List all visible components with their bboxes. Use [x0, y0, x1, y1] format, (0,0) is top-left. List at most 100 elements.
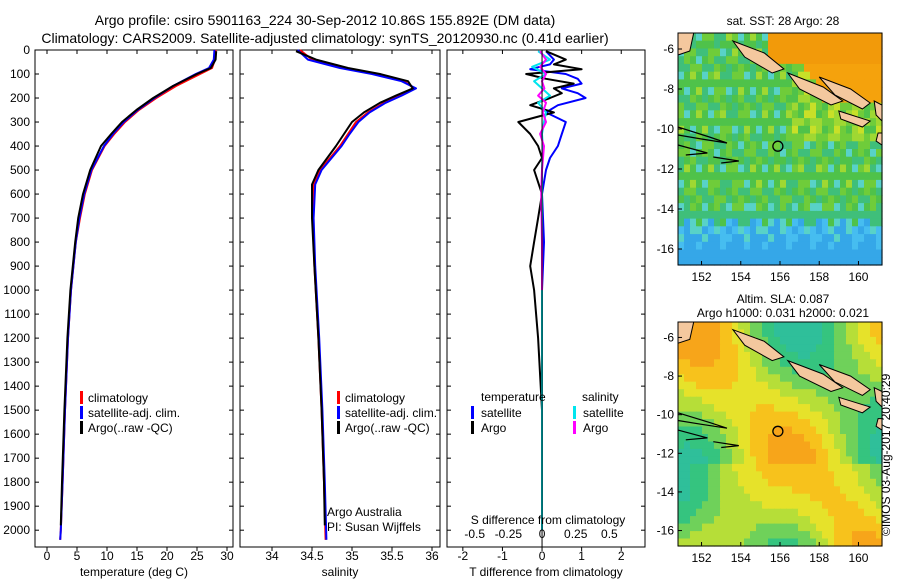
- map-cell: [852, 141, 859, 150]
- map-cell: [840, 344, 847, 353]
- map-cell: [804, 508, 811, 517]
- map-cell: [696, 501, 703, 510]
- map-cell: [780, 329, 787, 338]
- map-cell: [870, 501, 877, 510]
- map-cell: [744, 448, 751, 457]
- map-cell: [852, 234, 859, 243]
- map-cell: [768, 448, 775, 457]
- map-cell: [792, 87, 799, 96]
- map-cell: [732, 195, 739, 204]
- map-cell: [864, 538, 871, 547]
- map-cell: [690, 463, 697, 472]
- map-cell: [852, 79, 859, 88]
- map-cell: [708, 149, 715, 158]
- map-cell: [834, 203, 841, 212]
- map-x-tick-label: 154: [731, 551, 751, 565]
- imos-timestamp: ©IMOS 03-Aug-2017 20:40:29: [879, 373, 893, 536]
- map-cell: [720, 187, 727, 196]
- y-tick-label: 1200: [3, 331, 30, 345]
- map-cell: [756, 329, 763, 338]
- map-cell: [834, 164, 841, 173]
- map-cell: [840, 322, 847, 331]
- map-cell: [744, 195, 751, 204]
- map-cell: [780, 172, 787, 181]
- map-cell: [708, 102, 715, 111]
- map-cell: [678, 381, 685, 390]
- map-cell: [756, 493, 763, 502]
- map-cell: [810, 404, 817, 413]
- map-cell: [774, 241, 781, 251]
- map-cell: [786, 33, 793, 42]
- legend-swatch: [337, 421, 340, 434]
- map-cell: [714, 63, 721, 73]
- y-tick-label: 500: [10, 163, 30, 177]
- map-cell: [864, 359, 871, 368]
- map-cell: [696, 218, 703, 227]
- map-cell: [864, 336, 871, 345]
- map-cell: [768, 381, 775, 390]
- map-cell: [756, 441, 763, 450]
- map-cell: [834, 351, 841, 360]
- map-cell: [768, 79, 775, 88]
- map-cell: [756, 471, 763, 480]
- legend-swatch: [573, 406, 576, 419]
- map-cell: [780, 71, 787, 80]
- map-cell: [828, 226, 835, 235]
- map-cell: [732, 56, 739, 65]
- difference-panel: -2 -1 0 1 2T difference from climatologytemp…: [446, 49, 646, 579]
- map-cell: [690, 493, 697, 502]
- map-cell: [786, 249, 793, 258]
- map-cell: [774, 471, 781, 480]
- map-cell: [786, 234, 793, 243]
- map-cell: [786, 411, 793, 420]
- map-y-tick-label: -10: [657, 408, 675, 422]
- map-cell: [696, 210, 703, 220]
- map-cell: [744, 257, 751, 266]
- y-tick-label: 1900: [3, 499, 30, 513]
- map-cell: [804, 156, 811, 165]
- map-cell: [846, 463, 853, 472]
- map-cell: [678, 508, 685, 517]
- map-cell: [768, 531, 775, 540]
- map-cell: [876, 344, 883, 353]
- map-cell: [696, 203, 703, 212]
- map-cell: [864, 516, 871, 525]
- map-cell: [768, 322, 775, 331]
- map-cell: [864, 523, 871, 532]
- map-cell: [828, 33, 835, 42]
- map-cell: [852, 87, 859, 96]
- x-tick-label: 25: [190, 549, 204, 563]
- map-cell: [744, 110, 751, 119]
- map-cell: [864, 396, 871, 405]
- map-cell: [876, 164, 883, 173]
- map-y-tick-label: -14: [657, 202, 675, 216]
- map-cell: [786, 531, 793, 540]
- map-cell: [678, 210, 685, 220]
- map-cell: [792, 419, 799, 428]
- map-cell: [846, 501, 853, 510]
- map-cell: [750, 411, 757, 420]
- map-cell: [756, 366, 763, 375]
- map-cell: [726, 456, 733, 465]
- map-cell: [702, 351, 709, 360]
- map-cell: [726, 71, 733, 80]
- map-cell: [684, 79, 691, 88]
- map-cell: [798, 71, 805, 80]
- map-cell: [786, 478, 793, 487]
- map-cell: [690, 102, 697, 111]
- map-cell: [738, 249, 745, 258]
- map-cell: [780, 441, 787, 450]
- map-cell: [726, 426, 733, 435]
- map-cell: [738, 366, 745, 375]
- map-cell: [720, 478, 727, 487]
- map-cell: [816, 164, 823, 173]
- map-cell: [798, 241, 805, 251]
- x-tick-label: 36: [425, 549, 439, 563]
- map-cell: [870, 187, 877, 196]
- map-cell: [714, 149, 721, 158]
- map-cell: [720, 133, 727, 142]
- map-cell: [690, 471, 697, 480]
- map-cell: [726, 156, 733, 165]
- map-cell: [684, 63, 691, 73]
- map-cell: [786, 538, 793, 547]
